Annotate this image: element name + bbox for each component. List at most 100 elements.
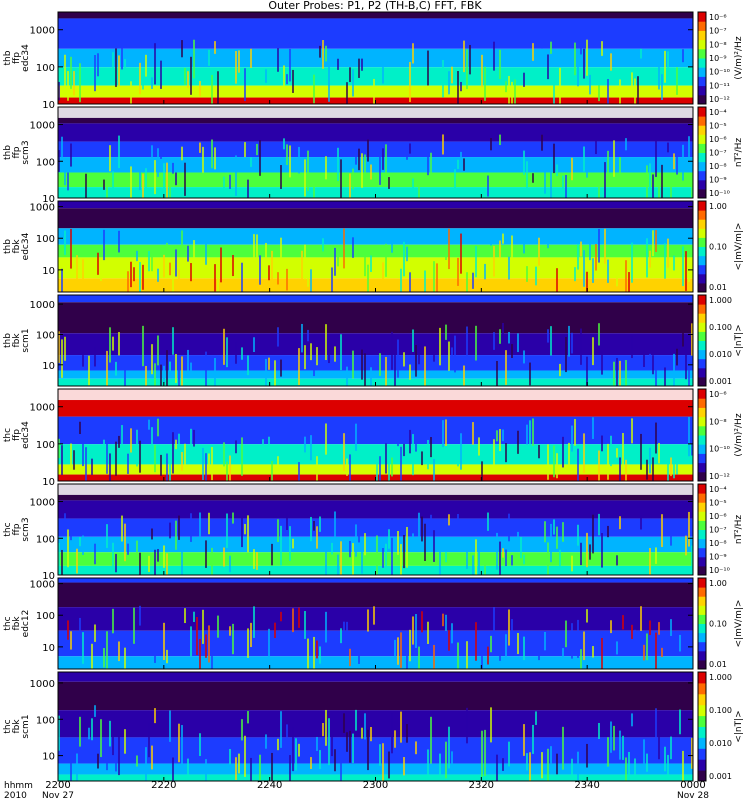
heatmap-band (58, 565, 693, 575)
heatmap-streak (190, 513, 192, 542)
heatmap-streak (142, 173, 144, 198)
colorbar-frame (697, 577, 707, 670)
heatmap-streak (106, 737, 108, 771)
heatmap-streak (580, 649, 582, 669)
heatmap-streak (691, 737, 693, 769)
colorbar-segment (698, 39, 706, 50)
y-tick-label: 10 (42, 266, 55, 277)
heatmap-streak (445, 741, 447, 779)
heatmap-streak (655, 422, 657, 454)
heatmap-streak (70, 443, 72, 467)
colorbar-segment (698, 30, 706, 41)
heatmap-streak (154, 43, 156, 85)
heatmap-streak (436, 263, 438, 292)
heatmap-band (58, 48, 693, 68)
colorbar-segment (698, 210, 706, 220)
heatmap-streak (178, 367, 180, 386)
heatmap-streak (169, 172, 171, 198)
colorbar-segment (698, 416, 706, 427)
heatmap-streak (406, 526, 408, 568)
heatmap-streak (448, 71, 450, 95)
heatmap-streak (607, 79, 609, 104)
heatmap-streak (496, 430, 498, 442)
heatmap-streak (502, 429, 504, 442)
heatmap-streak (655, 632, 657, 669)
heatmap-streak (625, 138, 627, 151)
colorbar-frame (697, 671, 707, 782)
heatmap-streak (457, 257, 459, 286)
heatmap-streak (658, 173, 660, 198)
heatmap-streak (352, 69, 354, 97)
heatmap-streak (448, 341, 450, 371)
heatmap-streak (112, 608, 114, 634)
heatmap-streak (229, 174, 231, 189)
heatmap-streak (313, 358, 315, 377)
heatmap-streak (295, 738, 297, 771)
heatmap-streak (466, 272, 468, 292)
heatmap-streak (352, 733, 354, 764)
heatmap-streak (625, 360, 627, 386)
heatmap-streak (595, 139, 597, 155)
colorbar-segment (698, 358, 706, 369)
heatmap-streak (688, 358, 690, 386)
heatmap-streak (268, 265, 270, 281)
heatmap-streak (94, 347, 96, 367)
heatmap-streak (586, 160, 588, 178)
heatmap-streak (277, 48, 279, 72)
heatmap-streak (427, 621, 429, 644)
heatmap-streak (355, 524, 357, 557)
heatmap-streak (391, 713, 393, 754)
colorbar-tick-label: 10⁻¹⁰ (709, 189, 730, 198)
heatmap-streak (217, 615, 219, 638)
y-tick-label: 10 (42, 194, 55, 205)
heatmap-streak (643, 644, 645, 661)
heatmap-streak (226, 337, 228, 368)
heatmap-streak (115, 441, 117, 476)
colorbar-segment (698, 444, 706, 454)
heatmap-streak (667, 754, 669, 781)
heatmap-streak (487, 175, 489, 197)
heatmap-streak (145, 747, 147, 781)
heatmap-streak (202, 447, 204, 481)
heatmap-streak (106, 442, 108, 474)
heatmap-band (58, 123, 693, 142)
heatmap-streak (484, 263, 486, 280)
heatmap-streak (505, 634, 507, 663)
heatmap-band (58, 536, 693, 553)
heatmap-streak (289, 145, 291, 178)
heatmap-streak (622, 433, 624, 473)
colorbar-tick-label: 10⁻¹¹ (709, 81, 730, 90)
heatmap-streak (298, 462, 300, 481)
heatmap-streak (511, 619, 513, 651)
heatmap-streak (118, 135, 120, 169)
heatmap-streak (673, 452, 675, 479)
heatmap-streak (64, 163, 66, 186)
heatmap-streak (157, 268, 159, 282)
heatmap-streak (130, 428, 132, 453)
heatmap-streak (82, 535, 84, 556)
heatmap-streak (244, 68, 246, 102)
heatmap-streak (160, 147, 162, 159)
y-tick-label: 10 (42, 643, 55, 654)
heatmap-streak (94, 543, 96, 565)
heatmap-streak (427, 439, 429, 470)
heatmap-streak (670, 736, 672, 760)
colorbar-tick-label: 10⁻⁸ (709, 162, 727, 171)
heatmap-streak (229, 555, 231, 573)
heatmap-streak (379, 456, 381, 481)
heatmap-streak (274, 622, 276, 638)
heatmap-streak (325, 45, 327, 62)
heatmap-streak (241, 517, 243, 548)
heatmap-streak (619, 360, 621, 386)
heatmap-streak (61, 136, 63, 161)
heatmap-streak (676, 348, 678, 366)
heatmap-streak (391, 243, 393, 253)
heatmap-streak (100, 719, 102, 758)
heatmap-streak (649, 353, 651, 367)
heatmap-streak (112, 52, 114, 80)
heatmap-streak (193, 429, 195, 447)
heatmap-noise (58, 107, 693, 118)
y-axis-label: edc12 (21, 610, 31, 638)
heatmap-streak (271, 752, 273, 781)
heatmap-streak (145, 54, 147, 77)
